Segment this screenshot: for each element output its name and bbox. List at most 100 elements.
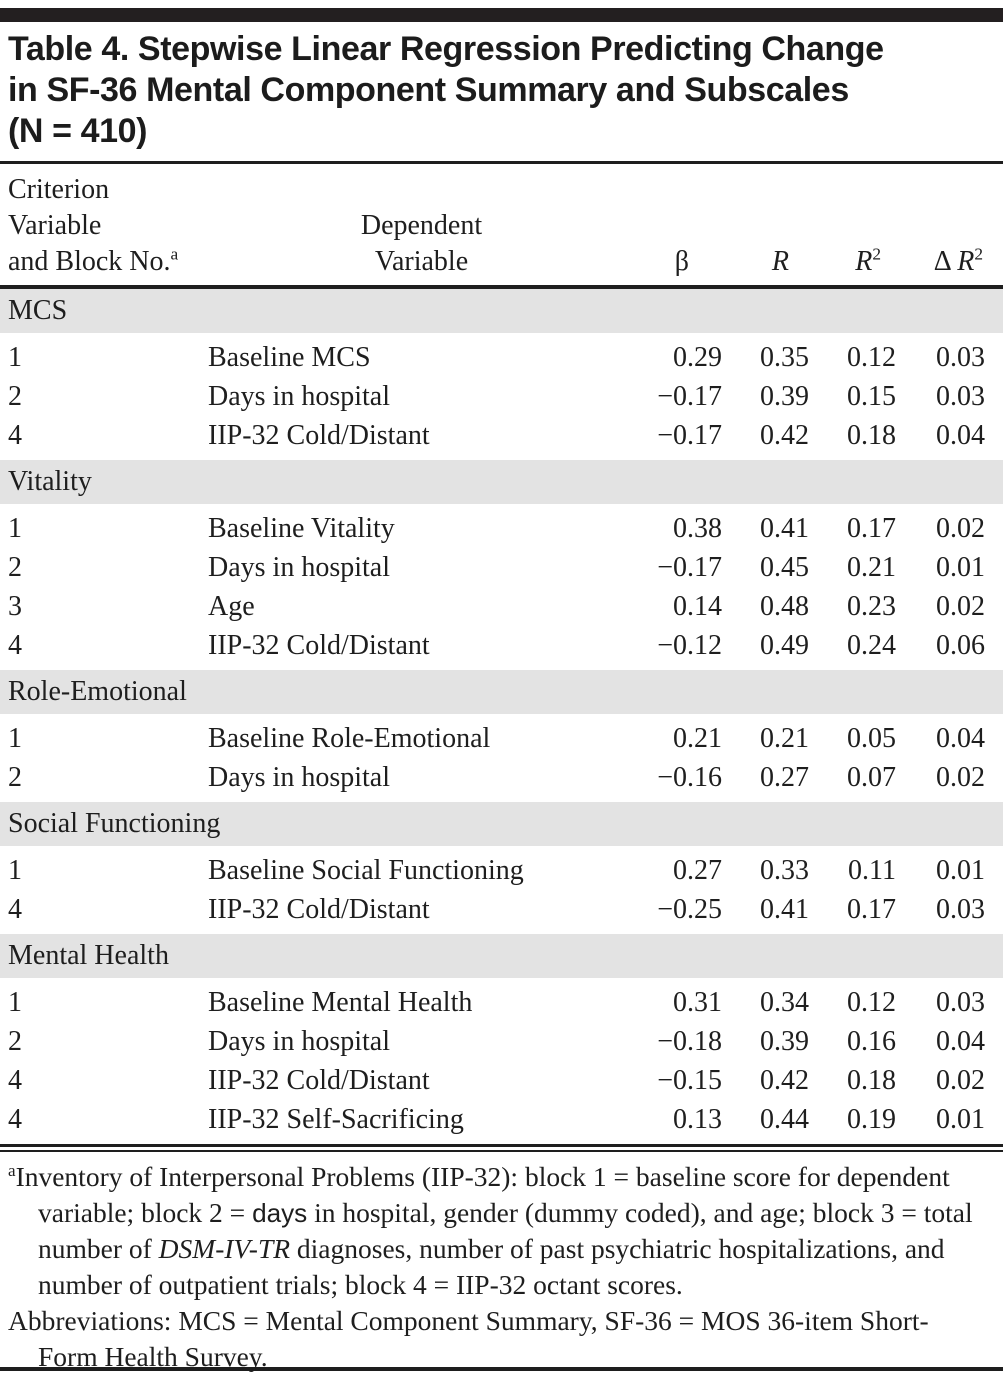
header-criterion-line-2: Variable: [8, 210, 102, 241]
header-beta: β: [674, 246, 689, 277]
r-squared-value: 0.15: [847, 381, 896, 412]
dependent-variable: IIP-32 Cold/Distant: [208, 420, 430, 451]
dependent-variable: Days in hospital: [208, 552, 390, 583]
block-number: 3: [8, 591, 22, 622]
footnote-abbreviations: Abbreviations: MCS = Mental Component Su…: [8, 1305, 929, 1372]
r-squared-value: 0.12: [847, 987, 896, 1018]
regression-table: Criterion Variable and Block No.a Depend…: [0, 164, 1003, 1144]
r-value: 0.44: [760, 1104, 809, 1135]
table-row: 2 Days in hospital −0.17 0.39 0.15 0.03: [0, 377, 1003, 416]
table-title-line-2: in SF-36 Mental Component Summary and Su…: [8, 71, 849, 109]
block-number: 4: [8, 420, 22, 451]
header-criterion-line-3: and Block No.: [8, 246, 171, 277]
r-value: 0.49: [760, 630, 809, 661]
r-value: 0.21: [760, 723, 809, 754]
section-header-row: Role-Emotional: [0, 670, 1003, 714]
header-criterion-variable: Criterion Variable and Block No.a: [0, 164, 207, 287]
delta-r-squared-value: 0.03: [936, 381, 985, 412]
delta-r-squared-value: 0.03: [936, 987, 985, 1018]
section-label: Social Functioning: [0, 802, 1003, 846]
dependent-variable: Baseline Vitality: [208, 513, 395, 544]
r-squared-value: 0.19: [847, 1104, 896, 1135]
dependent-variable: IIP-32 Cold/Distant: [208, 1065, 430, 1096]
delta-r-squared-value: 0.02: [936, 591, 985, 622]
table-row: 1 Baseline Social Functioning 0.27 0.33 …: [0, 846, 1003, 890]
beta-value: −0.16: [657, 762, 722, 793]
r-squared-value: 0.18: [847, 420, 896, 451]
block-number: 1: [8, 513, 22, 544]
table-row: 1 Baseline Role-Emotional 0.21 0.21 0.05…: [0, 714, 1003, 758]
block-number: 2: [8, 1026, 22, 1057]
table-row: 4 IIP-32 Self-Sacrificing 0.13 0.44 0.19…: [0, 1100, 1003, 1144]
table-row: 1 Baseline Mental Health 0.31 0.34 0.12 …: [0, 978, 1003, 1022]
dependent-variable: Baseline Mental Health: [208, 987, 473, 1018]
beta-value: −0.17: [657, 381, 722, 412]
r-squared-value: 0.17: [847, 513, 896, 544]
r-squared-value: 0.23: [847, 591, 896, 622]
block-number: 2: [8, 552, 22, 583]
beta-value: 0.14: [673, 591, 722, 622]
delta-r-squared-value: 0.01: [936, 1104, 985, 1135]
beta-value: −0.18: [657, 1026, 722, 1057]
block-number: 2: [8, 762, 22, 793]
table-title-line-3: (N = 410): [8, 112, 148, 150]
table-row: 1 Baseline Vitality 0.38 0.41 0.17 0.02: [0, 504, 1003, 548]
beta-value: 0.21: [673, 723, 722, 754]
table-bottom-double-rule: [0, 1144, 1003, 1152]
r-squared-value: 0.16: [847, 1026, 896, 1057]
delta-r-squared-value: 0.01: [936, 552, 985, 583]
footnote-a-marker: a: [8, 1160, 16, 1180]
dependent-variable: IIP-32 Cold/Distant: [208, 894, 430, 925]
table-title: Table 4. Stepwise Linear Regression Pred…: [0, 22, 1003, 161]
dependent-variable: Days in hospital: [208, 762, 390, 793]
r-value: 0.27: [760, 762, 809, 793]
dsm-iv-tr-italic: DSM-IV-TR: [158, 1233, 291, 1264]
table-row: 2 Days in hospital −0.17 0.45 0.21 0.01: [0, 548, 1003, 587]
r-squared-value: 0.11: [848, 855, 896, 886]
dependent-variable: Baseline Role-Emotional: [208, 723, 491, 754]
page-bottom-rule: [0, 1367, 1003, 1371]
table-header-row: Criterion Variable and Block No.a Depend…: [0, 164, 1003, 287]
block-number: 2: [8, 381, 22, 412]
block-number: 4: [8, 1065, 22, 1096]
table-row: 4 IIP-32 Cold/Distant −0.15 0.42 0.18 0.…: [0, 1061, 1003, 1100]
delta-r-squared-value: 0.03: [936, 342, 985, 373]
r-squared-value: 0.12: [847, 342, 896, 373]
beta-value: 0.13: [673, 1104, 722, 1135]
table-row: 4 IIP-32 Cold/Distant −0.17 0.42 0.18 0.…: [0, 416, 1003, 460]
r-squared-value: 0.07: [847, 762, 896, 793]
block-number: 4: [8, 894, 22, 925]
r-value: 0.48: [760, 591, 809, 622]
block-number: 4: [8, 630, 22, 661]
title-rule: [0, 161, 1003, 164]
beta-value: 0.31: [673, 987, 722, 1018]
header-criterion-line-1: Criterion: [8, 174, 110, 205]
r-value: 0.42: [760, 420, 809, 451]
table-row: 1 Baseline MCS 0.29 0.35 0.12 0.03: [0, 333, 1003, 377]
block-number: 1: [8, 987, 22, 1018]
table-row: 4 IIP-32 Cold/Distant −0.12 0.49 0.24 0.…: [0, 626, 1003, 670]
section-header-row: Vitality: [0, 460, 1003, 504]
delta-r-squared-value: 0.02: [936, 513, 985, 544]
r-squared-value: 0.21: [847, 552, 896, 583]
r-value: 0.39: [760, 1026, 809, 1057]
beta-value: 0.29: [673, 342, 722, 373]
r-squared-value: 0.18: [847, 1065, 896, 1096]
beta-value: −0.17: [657, 420, 722, 451]
header-dependent-line-1: Dependent: [360, 210, 483, 241]
dependent-variable: Days in hospital: [208, 1026, 390, 1057]
table-top-rule: [0, 8, 1003, 22]
beta-value: 0.38: [673, 513, 722, 544]
footnote-a-marker-ref: a: [170, 244, 179, 264]
delta-r-squared-value: 0.03: [936, 894, 985, 925]
header-dependent-line-2: Variable: [374, 246, 469, 277]
footnote-a: aInventory of Interpersonal Problems (II…: [8, 1160, 973, 1300]
block-number: 1: [8, 342, 22, 373]
delta-r-squared-value: 0.01: [936, 855, 985, 886]
header-dependent-variable: Dependent Variable: [207, 164, 636, 287]
header-r-squared: R2: [855, 244, 881, 277]
dependent-variable: Days in hospital: [208, 381, 390, 412]
table-header: Criterion Variable and Block No.a Depend…: [0, 164, 1003, 287]
section-header-row: Social Functioning: [0, 802, 1003, 846]
